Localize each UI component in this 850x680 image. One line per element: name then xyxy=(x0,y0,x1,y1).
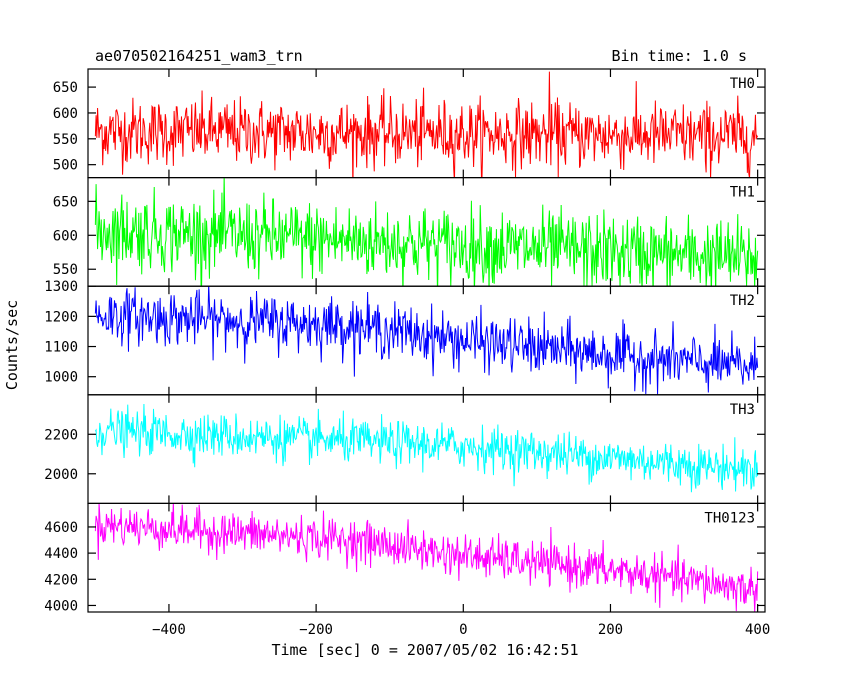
panel-label-th1: TH1 xyxy=(730,185,755,201)
y-tick-label: 1100 xyxy=(44,340,78,356)
y-tick-label: 600 xyxy=(53,228,78,244)
x-tick-label: 200 xyxy=(598,622,623,638)
y-tick-label: 1300 xyxy=(44,279,78,295)
y-tick-label: 650 xyxy=(53,80,78,96)
y-tick-label: 1200 xyxy=(44,309,78,325)
panel-frame-th1 xyxy=(87,177,766,287)
y-tick-label: 2000 xyxy=(44,467,78,483)
x-tick-label: −200 xyxy=(299,622,333,638)
y-tick-label: 600 xyxy=(53,106,78,122)
y-tick-label: 4400 xyxy=(44,546,78,562)
series-line-th0 xyxy=(94,71,759,178)
panel-label-th0123: TH0123 xyxy=(704,510,755,526)
y-tick-label: 4000 xyxy=(44,598,78,614)
panel-label-th3: TH3 xyxy=(730,402,755,418)
y-tick-label: 2200 xyxy=(44,427,78,443)
series-line-th0123 xyxy=(94,503,759,612)
panels-group: 500 550 600 650 TH0 550 600 650 TH1 1000 1100 1200 1… xyxy=(44,68,770,638)
panel-frame-th0123 xyxy=(87,502,766,613)
series-line-th3 xyxy=(94,403,759,493)
x-tick-label: 0 xyxy=(459,622,467,638)
y-axis-label: Counts/sec xyxy=(3,300,21,390)
series-line-th2 xyxy=(94,286,759,395)
x-tick-label: 400 xyxy=(745,622,770,638)
chart-title: ae070502164251_wam3_trn xyxy=(95,47,303,65)
y-tick-label: 550 xyxy=(53,132,78,148)
y-tick-label: 4200 xyxy=(44,572,78,588)
panel-label-th0: TH0 xyxy=(730,76,755,92)
series-line-th1 xyxy=(94,177,759,287)
y-tick-label: 4600 xyxy=(44,520,78,536)
y-tick-label: 500 xyxy=(53,158,78,174)
y-tick-label: 650 xyxy=(53,194,78,210)
panel-label-th2: TH2 xyxy=(730,293,755,309)
y-tick-label: 1000 xyxy=(44,370,78,386)
x-axis-label: Time [sec] 0 = 2007/05/02 16:42:51 xyxy=(271,641,578,659)
x-tick-label: −400 xyxy=(152,622,186,638)
y-tick-label: 550 xyxy=(53,262,78,278)
bin-time-label: Bin time: 1.0 s xyxy=(612,47,747,65)
